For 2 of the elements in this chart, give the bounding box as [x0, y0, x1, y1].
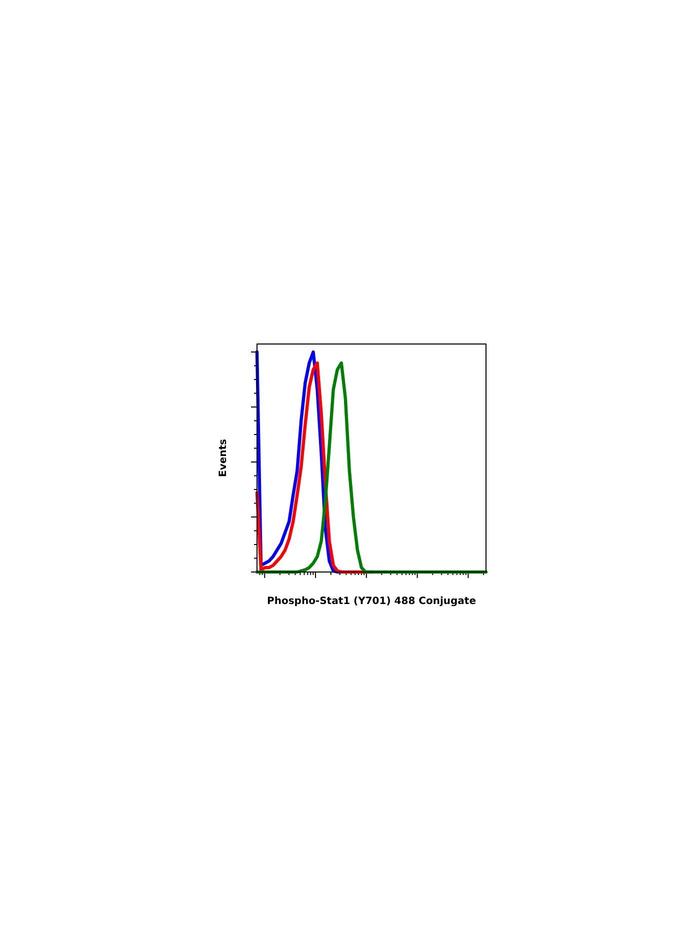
x-axis-title: Phospho-Stat1 (Y701) 488 Conjugate: [267, 596, 476, 607]
y-axis-title: Events: [218, 438, 229, 477]
